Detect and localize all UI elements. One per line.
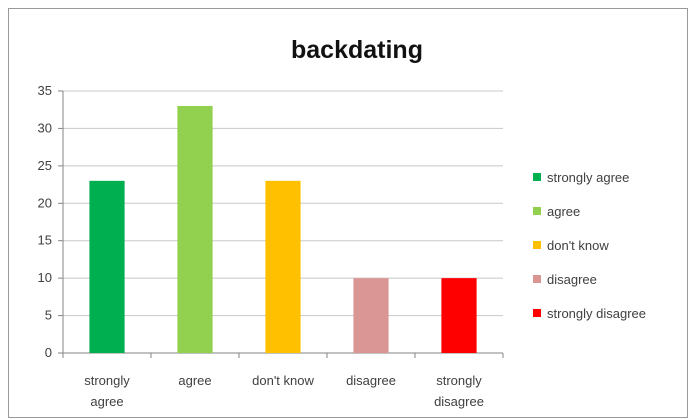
- legend-entry: agree: [547, 204, 580, 219]
- x-category-label: don't know: [252, 373, 314, 388]
- bar-don-t-know: [265, 180, 301, 353]
- legend-entry: don't know: [547, 238, 609, 253]
- y-tick-label: 35: [38, 83, 52, 98]
- category-labels: strongly agree agree don't know disagree stro…: [84, 373, 484, 409]
- bar-disagree: [353, 278, 389, 353]
- x-category-label: strongly: [436, 373, 482, 388]
- chart-title: backdating: [291, 36, 423, 64]
- bar-strongly-disagree: [441, 278, 477, 353]
- legend-entry: strongly agree: [547, 170, 629, 185]
- legend-entry: disagree: [547, 272, 597, 287]
- bar-strongly-agree: [89, 180, 125, 353]
- x-category-label: agree: [178, 373, 211, 388]
- legend-swatch: [533, 309, 541, 317]
- legend-swatch: [533, 173, 541, 181]
- x-category-label: disagree: [346, 373, 396, 388]
- legend-entry: strongly disagree: [547, 306, 646, 321]
- legend-swatch: [533, 207, 541, 215]
- bar-agree: [177, 105, 213, 353]
- x-category-label: strongly: [84, 373, 130, 388]
- y-tick-label: 0: [45, 345, 52, 360]
- y-tick-label: 10: [38, 270, 52, 285]
- legend-swatch: [533, 241, 541, 249]
- y-tick-label: 20: [38, 195, 52, 210]
- legend-swatch: [533, 275, 541, 283]
- legend: strongly agree agree don't know disagree str…: [533, 170, 646, 321]
- y-tick-label: 30: [38, 120, 52, 135]
- gridlines: [63, 90, 503, 317]
- x-category-label: disagree: [434, 394, 484, 409]
- y-tick-label: 15: [38, 233, 52, 248]
- bars: [89, 105, 477, 353]
- y-tick-label: 25: [38, 158, 52, 173]
- x-category-label: agree: [90, 394, 123, 409]
- axes: 0 5 10 15 20 25 30 35: [38, 83, 504, 360]
- y-tick-label: 5: [45, 308, 52, 323]
